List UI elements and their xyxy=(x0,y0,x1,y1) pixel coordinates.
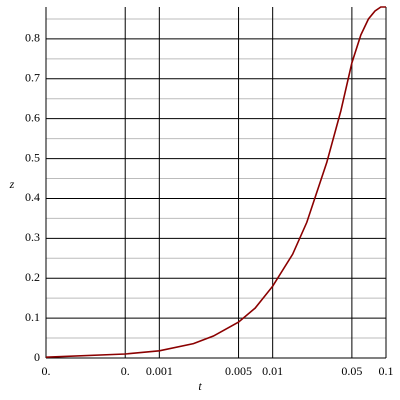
x-tick-label: 0.05 xyxy=(341,364,362,378)
y-tick-label: 0.8 xyxy=(25,31,40,45)
y-tick-label: 0.7 xyxy=(25,71,40,85)
y-tick-label: 0.5 xyxy=(25,150,40,164)
y-tick-label: 0.2 xyxy=(25,270,40,284)
y-tick-label: 0.6 xyxy=(25,110,40,124)
y-tick-label: 0.4 xyxy=(25,190,40,204)
y-tick-label: 0.3 xyxy=(25,230,40,244)
x-tick-label: 0.01 xyxy=(262,364,283,378)
x-tick-label: 0.1 xyxy=(379,364,394,378)
x-tick-label: 0. xyxy=(121,364,130,378)
y-axis-label: z xyxy=(9,177,15,191)
x-tick-label: 0.005 xyxy=(225,364,252,378)
x-axis-label: t xyxy=(198,379,202,393)
x-tick-label: 0. xyxy=(42,364,51,378)
x-tick-label: 0.001 xyxy=(146,364,173,378)
y-tick-label: 0 xyxy=(34,350,40,364)
line xyxy=(45,6,386,358)
y-tick-label: 0.1 xyxy=(25,310,40,324)
